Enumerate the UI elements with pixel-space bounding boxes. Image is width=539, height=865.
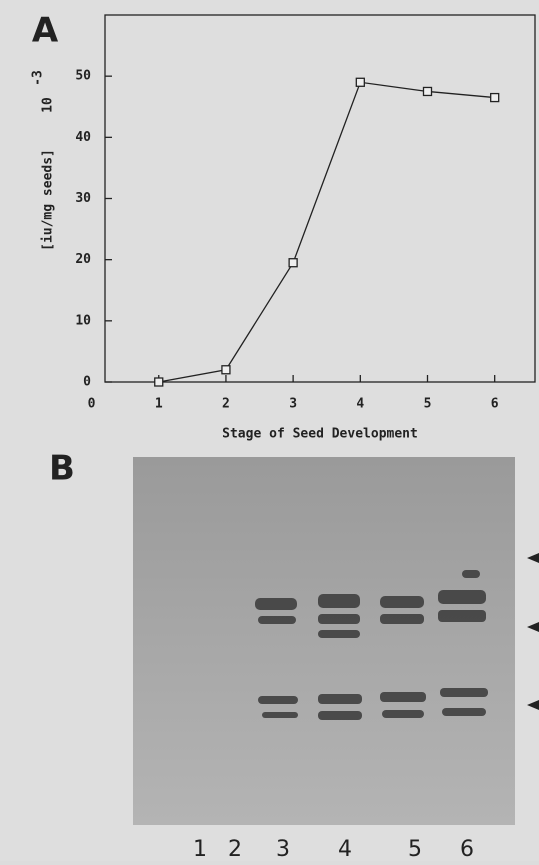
panel-label: A bbox=[32, 11, 59, 51]
y-axis-multiplier-base: 10 bbox=[41, 97, 56, 113]
y-tick-label: 30 bbox=[75, 191, 91, 206]
x-tick-label: 3 bbox=[289, 397, 297, 412]
lane-label: 3 bbox=[276, 837, 290, 861]
x-tick-label: 5 bbox=[424, 397, 432, 412]
x-tick-label: 6 bbox=[491, 397, 499, 412]
panel-label: B bbox=[49, 449, 75, 489]
lane-label: 6 bbox=[460, 837, 474, 861]
gel-image bbox=[133, 457, 539, 825]
y-tick-label: 10 bbox=[75, 313, 91, 328]
lane-label: 1 bbox=[193, 837, 207, 861]
lane-label: 2 bbox=[228, 837, 242, 861]
x-tick-label: 1 bbox=[155, 397, 163, 412]
lane-label: 4 bbox=[338, 837, 352, 861]
data-point bbox=[289, 259, 297, 267]
x-axis-label: Stage of Seed Development bbox=[222, 427, 418, 442]
data-point bbox=[222, 366, 230, 374]
x-tick-label: 2 bbox=[222, 397, 230, 412]
y-tick-label: 40 bbox=[75, 130, 91, 145]
data-point bbox=[491, 94, 499, 102]
y-tick-label: 20 bbox=[75, 252, 91, 267]
data-point bbox=[155, 378, 163, 386]
y-axis-label: [iu/mg seeds] bbox=[41, 149, 56, 251]
x-tick-label: 0 bbox=[88, 397, 96, 412]
gel-background bbox=[133, 457, 515, 825]
figure: A010203040500123456Stage of Seed Develop… bbox=[0, 0, 539, 861]
data-point bbox=[356, 78, 364, 86]
y-axis-multiplier-exponent: -3 bbox=[31, 70, 46, 86]
data-point bbox=[424, 87, 432, 95]
y-tick-label: 50 bbox=[75, 69, 91, 84]
x-tick-label: 4 bbox=[356, 397, 364, 412]
y-tick-label: 0 bbox=[83, 375, 91, 390]
lane-label: 5 bbox=[408, 837, 422, 861]
